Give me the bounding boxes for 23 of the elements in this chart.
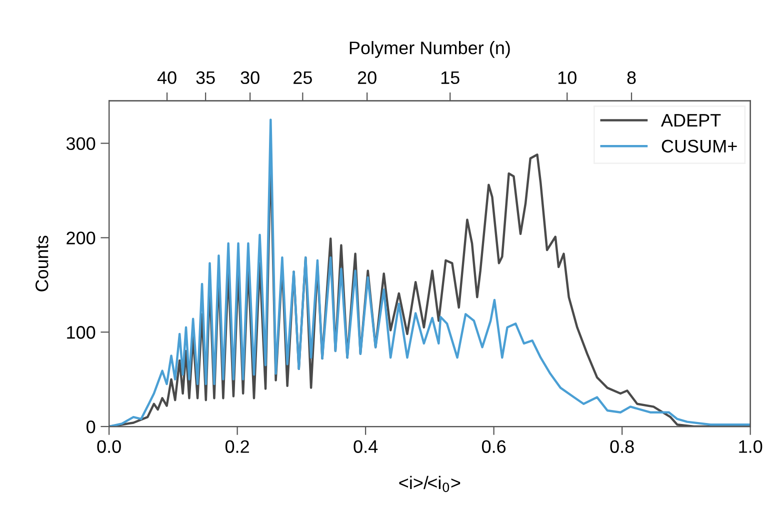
- x2-axis-title: Polymer Number (n): [350, 41, 510, 58]
- y-tick-label: 0: [86, 420, 96, 434]
- x-tick-label: 0.0: [97, 440, 121, 453]
- x-tick-label: 0.8: [610, 440, 634, 453]
- x2-tick-label: 30: [240, 71, 260, 84]
- x-tick-label: 0.2: [225, 440, 249, 453]
- x-axis-title: <i>/<i$_{0}$>: [399, 476, 460, 492]
- legend-label: CUSUM+: [662, 140, 737, 153]
- x2-tick-label: 10: [558, 71, 576, 84]
- x-tick-label: 0.4: [354, 440, 378, 453]
- x2-tick-label: 40: [157, 71, 176, 84]
- x-tick-label: 0.6: [482, 440, 506, 453]
- x2-tick-label: 20: [358, 71, 376, 84]
- x-tick-label: 1.0: [739, 440, 762, 453]
- x2-tick-label: 35: [196, 71, 215, 84]
- y-tick-label: 100: [67, 326, 96, 339]
- y-tick-label: 300: [66, 137, 96, 150]
- legend-label: ADEPT: [660, 114, 721, 127]
- x2-tick-label: 8: [627, 71, 636, 84]
- y-tick-label: 200: [66, 232, 96, 244]
- x2-tick-label: 25: [294, 71, 312, 84]
- x2-tick-label: 15: [441, 71, 460, 84]
- y-axis-title: Counts: [35, 236, 48, 292]
